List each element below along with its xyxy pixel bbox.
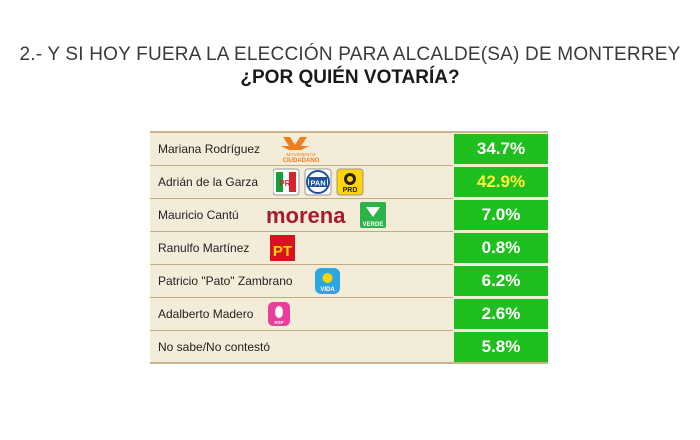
svg-text:MOVIMIENTO: MOVIMIENTO bbox=[287, 152, 316, 157]
table-row: Mariana Rodríguez MOVIMIENTO CIUDADANO 3… bbox=[150, 133, 548, 165]
vida-logo: VIDA bbox=[314, 265, 342, 297]
percentage-cell: 0.8% bbox=[454, 233, 548, 263]
table-row: Adalberto Madero RSP 2.6% bbox=[150, 298, 548, 330]
candidate-name: Adalberto Madero bbox=[158, 307, 254, 321]
results-table: Mariana Rodríguez MOVIMIENTO CIUDADANO 3… bbox=[150, 131, 548, 364]
pri-pan-prd-logos: PRI PAN PRD bbox=[272, 166, 365, 198]
svg-text:PRI: PRI bbox=[279, 179, 292, 188]
svg-text:VIDA: VIDA bbox=[320, 287, 335, 293]
percentage-cell: 7.0% bbox=[454, 200, 548, 230]
percentage-cell: 42.9% bbox=[454, 167, 548, 197]
pt-logo: PT bbox=[269, 232, 297, 264]
table-row: Patricio "Pato" Zambrano VIDA 6.2% bbox=[150, 265, 548, 297]
candidate-name: Ranulfo Martínez bbox=[158, 241, 250, 255]
table-row: Adrián de la Garza PRI PAN PRD 42.9% bbox=[150, 166, 548, 198]
candidate-name: Patricio "Pato" Zambrano bbox=[158, 274, 293, 288]
svg-text:VERDE: VERDE bbox=[363, 222, 384, 228]
table-row: No sabe/No contestó 5.8% bbox=[150, 331, 548, 363]
candidate-name: No sabe/No contestó bbox=[158, 340, 271, 354]
chart-subtitle: ¿POR QUIÉN VOTARÍA? bbox=[240, 67, 460, 88]
movimiento-ciudadano-logo: MOVIMIENTO CIUDADANO bbox=[275, 133, 327, 165]
table-row: Ranulfo Martínez PT 0.8% bbox=[150, 232, 548, 264]
percentage-cell: 6.2% bbox=[454, 266, 548, 296]
svg-text:RSP: RSP bbox=[274, 320, 283, 325]
table-row: Mauricio Cantú morena VERDE 7.0% bbox=[150, 199, 548, 231]
svg-text:PAN: PAN bbox=[310, 179, 325, 188]
candidate-name: Mariana Rodríguez bbox=[158, 142, 261, 156]
svg-text:PT: PT bbox=[273, 243, 292, 260]
candidate-name: Adrián de la Garza bbox=[158, 175, 259, 189]
svg-text:PRD: PRD bbox=[343, 187, 358, 194]
percentage-cell: 34.7% bbox=[454, 134, 548, 164]
candidate-name: Mauricio Cantú bbox=[158, 208, 239, 222]
morena-verde-logos: morena VERDE bbox=[266, 199, 390, 231]
svg-text:CIUDADANO: CIUDADANO bbox=[283, 158, 320, 164]
svg-text:morena: morena bbox=[266, 203, 346, 228]
chart-title: 2.- Y SI HOY FUERA LA ELECCIÓN PARA ALCA… bbox=[19, 44, 681, 65]
pink-party-logo: RSP bbox=[266, 298, 294, 330]
percentage-cell: 2.6% bbox=[454, 299, 548, 329]
percentage-cell: 5.8% bbox=[454, 332, 548, 362]
